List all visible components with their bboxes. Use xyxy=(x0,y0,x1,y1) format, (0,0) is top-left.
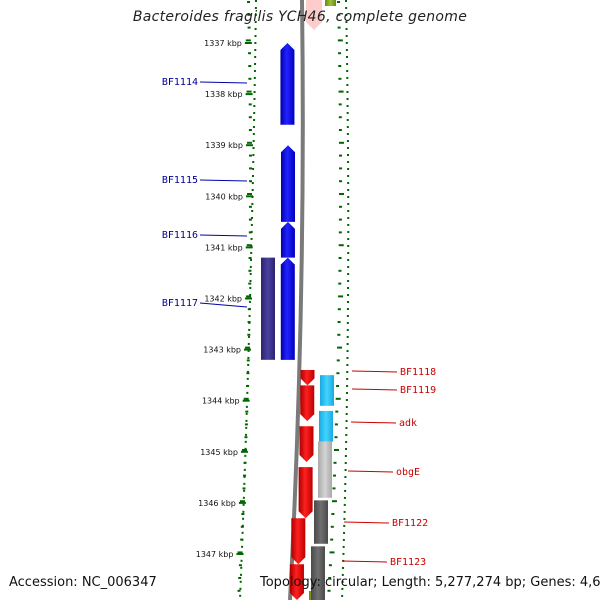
reverse-strand-features xyxy=(261,43,295,360)
scale-labels: 1337 kbp 1338 kbp 1339 kbp 1340 kbp 1341 kbp… xyxy=(196,39,254,559)
forward-gene-arrow[interactable] xyxy=(291,518,306,565)
scale-label: 1337 kbp xyxy=(204,39,242,48)
gene-label-leader xyxy=(341,560,388,563)
top-partial-feature xyxy=(306,0,322,30)
gene-label-leader xyxy=(199,81,248,84)
gene-label: BF1117 xyxy=(162,298,198,309)
gene-labels: BF1114 BF1115 BF1116 BF1117 BF1118 BF1119 adk o… xyxy=(162,77,436,568)
track-boundaries xyxy=(239,0,350,600)
reverse-gene-arrow[interactable] xyxy=(280,257,295,360)
gene-label: obgE xyxy=(396,467,420,478)
scale-label: 1340 kbp xyxy=(205,192,243,201)
scale-label: 1338 kbp xyxy=(205,90,243,99)
gene-label: BF1118 xyxy=(400,367,436,378)
scale-label: 1346 kbp xyxy=(198,499,236,508)
reverse-misc-feature[interactable] xyxy=(261,257,275,360)
gene-label-leader xyxy=(199,179,248,182)
reverse-gene-arrow[interactable] xyxy=(280,43,295,125)
scale-label: 1341 kbp xyxy=(205,243,243,252)
gene-label-leader xyxy=(199,302,248,308)
scale-label: 1342 kbp xyxy=(204,295,242,304)
forward-gene-arrow[interactable] xyxy=(298,467,313,519)
gc-track-top xyxy=(325,0,336,6)
forward-misc-feature[interactable] xyxy=(320,375,334,406)
scale-label: 1344 kbp xyxy=(202,397,240,406)
forward-misc-feature[interactable] xyxy=(311,546,325,600)
forward-gene-arrow[interactable] xyxy=(299,426,314,463)
scale-label: 1345 kbp xyxy=(200,448,238,457)
accession-label: Accession: NC_006347 xyxy=(9,575,157,590)
forward-gene-arrow[interactable] xyxy=(300,385,315,422)
topology-label: Topology: circular; Length: 5,277,274 bp… xyxy=(260,575,600,590)
scale-ticks xyxy=(237,1,345,592)
reverse-gene-arrow[interactable] xyxy=(280,145,295,222)
map-title: Bacteroides fragilis YCH46, complete gen… xyxy=(132,9,468,25)
forward-misc-feature[interactable] xyxy=(318,441,332,498)
gene-label-leader xyxy=(350,421,397,424)
forward-strand-features xyxy=(289,370,334,600)
gene-label-leader xyxy=(343,521,390,524)
forward-gene-arrow[interactable] xyxy=(300,370,315,386)
scale-label: 1339 kbp xyxy=(205,141,243,150)
inner-dotted-boundary-right xyxy=(341,0,350,600)
reverse-gene-arrow[interactable] xyxy=(280,221,295,258)
forward-gene-arrow[interactable] xyxy=(289,564,304,600)
gene-label: BF1122 xyxy=(392,518,428,529)
forward-misc-feature[interactable] xyxy=(319,410,333,442)
gene-label-leader xyxy=(199,234,248,237)
inner-dotted-boundary-left xyxy=(239,0,257,600)
gene-label: BF1115 xyxy=(162,175,198,186)
scale-label: 1347 kbp xyxy=(196,550,234,559)
gene-label: BF1119 xyxy=(400,385,436,396)
gene-label-leader xyxy=(351,388,398,391)
genome-backbone xyxy=(288,0,305,600)
gene-label-leader xyxy=(351,370,398,373)
gene-label: adk xyxy=(399,418,417,429)
gene-label: BF1114 xyxy=(162,77,198,88)
forward-misc-feature[interactable] xyxy=(314,500,328,544)
gene-label-leader xyxy=(347,470,394,473)
scale-label: 1343 kbp xyxy=(203,346,241,355)
gene-label: BF1116 xyxy=(162,230,198,241)
gene-label: BF1123 xyxy=(390,557,426,568)
